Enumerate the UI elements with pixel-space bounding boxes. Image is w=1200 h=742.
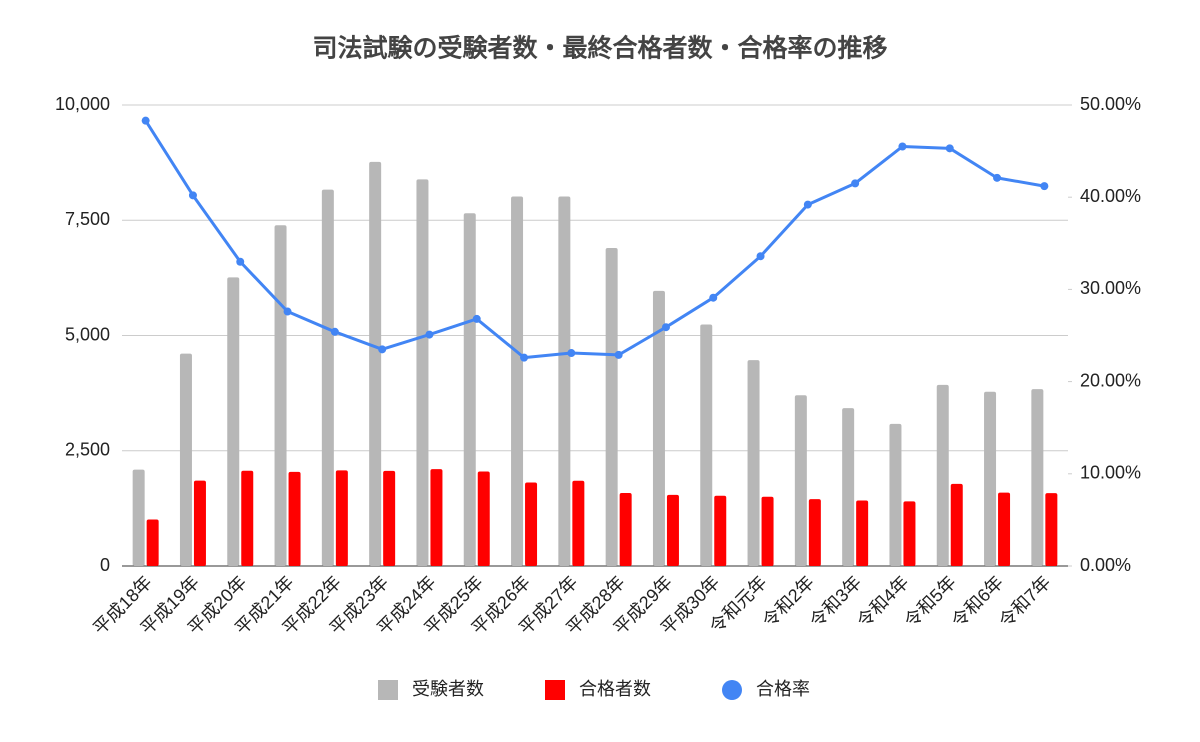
line-point xyxy=(898,142,907,151)
legend-marker xyxy=(722,680,742,700)
bar xyxy=(558,196,571,566)
y2-tick-label: 0.00% xyxy=(1080,555,1131,575)
line-point xyxy=(283,307,292,316)
bar xyxy=(889,423,902,566)
bar xyxy=(984,391,997,566)
bar xyxy=(146,519,159,566)
bar xyxy=(1031,389,1044,566)
bar xyxy=(842,408,855,566)
line-point xyxy=(993,173,1002,182)
bar xyxy=(321,189,334,566)
line-point xyxy=(851,179,860,188)
y2-tick-label: 20.00% xyxy=(1080,370,1141,390)
bar xyxy=(903,501,916,566)
y-tick-label: 10,000 xyxy=(55,94,110,114)
legend-label: 合格者数 xyxy=(579,679,651,699)
line-point xyxy=(236,257,245,266)
bar xyxy=(430,469,443,566)
line-point xyxy=(661,323,670,332)
bar xyxy=(761,496,774,566)
bar xyxy=(477,471,490,566)
bar xyxy=(619,493,632,566)
line-point xyxy=(945,144,954,153)
chart-title: 司法試験の受験者数・最終合格者数・合格率の推移 xyxy=(312,34,887,63)
bar xyxy=(747,360,760,566)
line-point xyxy=(1040,182,1049,191)
bar xyxy=(193,480,206,566)
line-point xyxy=(378,345,387,354)
line xyxy=(144,119,1045,360)
bar xyxy=(936,384,949,566)
y-tick-label: 2,500 xyxy=(65,440,110,460)
bar xyxy=(998,492,1011,566)
line-point xyxy=(472,314,481,323)
bar xyxy=(666,494,679,566)
bar xyxy=(605,247,618,566)
bar xyxy=(227,277,240,566)
bar xyxy=(335,470,348,566)
y-tick-label: 5,000 xyxy=(65,324,110,344)
y2-tick-label: 30.00% xyxy=(1080,278,1141,298)
y2-tick-label: 40.00% xyxy=(1080,186,1141,206)
line-point xyxy=(709,293,718,302)
bar xyxy=(1045,493,1058,566)
bar xyxy=(525,482,538,566)
y-tick-label: 0 xyxy=(100,555,110,575)
bar xyxy=(416,179,429,566)
bar xyxy=(288,471,301,566)
bar xyxy=(856,500,869,566)
legend-label: 受験者数 xyxy=(412,679,484,699)
line-point xyxy=(188,191,197,200)
line-point xyxy=(330,327,339,336)
y2-tick-label: 50.00% xyxy=(1080,94,1141,114)
line-point xyxy=(614,350,623,359)
legend-marker xyxy=(378,680,398,700)
legend-marker xyxy=(545,680,565,700)
bar xyxy=(652,290,665,566)
bar xyxy=(179,353,192,566)
bar xyxy=(808,499,821,566)
line-point xyxy=(520,353,529,362)
line-point xyxy=(141,116,150,125)
bar xyxy=(132,469,145,566)
bar xyxy=(241,470,254,566)
y2-tick-label: 10.00% xyxy=(1080,463,1141,483)
bar xyxy=(950,483,963,566)
bar xyxy=(714,495,727,566)
y-tick-label: 7,500 xyxy=(65,209,110,229)
bar xyxy=(511,196,524,567)
bar xyxy=(572,480,585,566)
bar xyxy=(383,470,396,566)
bar xyxy=(463,213,476,566)
line-point xyxy=(567,349,576,358)
line-point xyxy=(803,200,812,209)
line-point xyxy=(756,252,765,261)
bar xyxy=(700,324,713,566)
line-point xyxy=(425,330,434,339)
legend-label: 合格率 xyxy=(756,679,810,699)
bar xyxy=(274,225,287,566)
bar xyxy=(369,161,382,566)
bar xyxy=(794,395,807,566)
